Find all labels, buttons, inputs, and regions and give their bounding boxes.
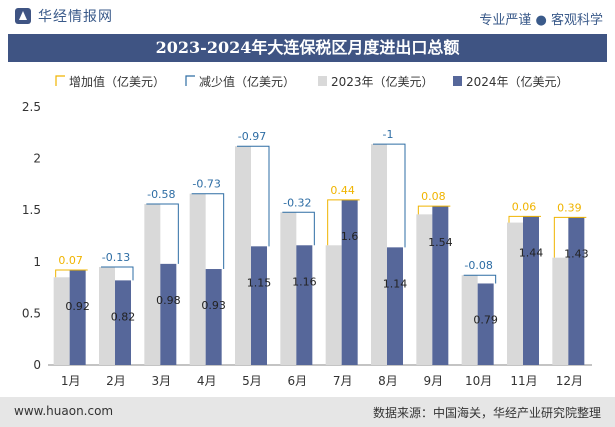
- value-label-2024-12: 1.43: [564, 247, 589, 260]
- x-tick-label-11: 11月: [510, 374, 537, 388]
- bar-2024-7: [341, 199, 358, 365]
- change-bracket-7: [327, 199, 360, 246]
- footer-url[interactable]: www.huaon.com: [14, 404, 114, 418]
- legend-swatch-1: [185, 75, 195, 86]
- bar-2023-5: [235, 146, 251, 365]
- slogan: 专业严谨 ● 客观科学: [479, 13, 603, 28]
- bar-2023-7: [325, 245, 342, 365]
- legend-swatch-2: [318, 76, 327, 86]
- bar-2024-9: [432, 206, 449, 365]
- x-tick-label-4: 4月: [197, 374, 217, 388]
- change-bracket-12: [553, 216, 587, 258]
- value-label-2024-10: 0.79: [473, 313, 498, 326]
- bar-2024-5: [251, 246, 267, 365]
- bar-2023-6: [280, 212, 297, 365]
- y-tick-label-3: 1.5: [22, 203, 41, 217]
- bar-2023-4: [189, 193, 206, 365]
- change-bracket-8: [373, 143, 406, 248]
- top-bar: 华经情报网 专业严谨 ● 客观科学: [0, 0, 615, 34]
- chart: 增加值（亿美元） 减少值（亿美元） 2023年（亿美元） 2024年（亿美元） 0 0.5…: [22, 74, 592, 388]
- change-bracket-11: [508, 215, 541, 223]
- bar-2024-8: [387, 247, 403, 365]
- change-label-3: -0.58: [147, 188, 175, 201]
- change-label-9: 0.08: [421, 190, 446, 203]
- bar-2024-4: [205, 269, 222, 365]
- value-label-2024-9: 1.54: [428, 236, 453, 249]
- brand-name: 华经情报网: [38, 9, 113, 25]
- legend-swatch-0: [55, 75, 65, 86]
- x-tick-label-10: 10月: [465, 374, 492, 388]
- bar-2023-10: [461, 275, 478, 365]
- change-label-5: -0.97: [238, 130, 266, 143]
- legend-label-3: 2024年（亿美元）: [466, 74, 569, 89]
- bar-2023-2: [99, 266, 115, 365]
- value-label-2024-3: 0.98: [156, 294, 181, 307]
- change-bracket-9: [417, 205, 451, 215]
- change-bracket-5: [237, 145, 270, 247]
- change-bracket-2: [101, 266, 134, 281]
- change-label-1: 0.07: [58, 254, 83, 267]
- bar-2023-1: [53, 277, 70, 365]
- change-label-4: -0.73: [192, 178, 220, 191]
- legend-label-2: 2023年（亿美元）: [331, 74, 434, 89]
- bar-2023-12: [552, 257, 569, 365]
- footer-source: 数据来源：中国海关，华经产业研究院整理: [372, 406, 601, 420]
- bar-2024-1: [69, 270, 86, 365]
- value-label-2024-4: 0.93: [201, 299, 226, 312]
- change-label-8: -1: [383, 128, 394, 141]
- bar-2024-6: [296, 245, 313, 365]
- x-tick-label-2: 2月: [106, 374, 126, 388]
- bar-2023-8: [371, 144, 387, 365]
- value-label-2024-11: 1.44: [519, 246, 544, 259]
- value-label-2024-1: 0.92: [65, 300, 90, 313]
- legend-swatch-3: [453, 76, 462, 86]
- value-label-2024-5: 1.15: [247, 276, 272, 289]
- change-bracket-4: [191, 193, 225, 270]
- change-bracket-1: [55, 269, 88, 278]
- x-tick-label-1: 1月: [61, 374, 81, 388]
- bar-2024-3: [160, 263, 177, 365]
- change-label-7: 0.44: [330, 184, 355, 197]
- chart-title: 2023-2024年大连保税区月度进出口总额: [155, 38, 460, 57]
- change-label-2: -0.13: [102, 251, 130, 264]
- legend-label-1: 减少值（亿美元）: [199, 74, 295, 89]
- x-tick-label-6: 6月: [288, 374, 308, 388]
- bar-2023-9: [416, 214, 433, 365]
- change-label-11: 0.06: [512, 200, 537, 213]
- bar-2024-11: [523, 216, 539, 365]
- value-label-2024-7: 1.6: [341, 230, 359, 243]
- y-tick-label-1: 0.5: [22, 306, 41, 320]
- change-label-6: -0.32: [283, 196, 311, 209]
- value-label-2024-8: 1.14: [383, 277, 408, 290]
- y-tick-label-0: 0: [33, 358, 41, 372]
- change-label-12: 0.39: [557, 201, 582, 214]
- bar-2024-12: [568, 217, 585, 365]
- brand-logo-icon: [15, 8, 31, 24]
- change-bracket-10: [463, 274, 497, 284]
- value-label-2024-6: 1.16: [292, 275, 317, 288]
- brand[interactable]: 华经情报网: [14, 6, 113, 26]
- change-bracket-6: [282, 211, 315, 246]
- x-tick-label-7: 7月: [333, 374, 353, 388]
- bar-2023-3: [144, 204, 161, 365]
- legend-label-0: 增加值（亿美元）: [69, 74, 165, 89]
- change-bracket-3: [146, 203, 179, 264]
- bar-2023-11: [507, 222, 523, 365]
- x-tick-label-9: 9月: [424, 374, 444, 388]
- bar-2024-2: [115, 280, 131, 365]
- change-label-10: -0.08: [464, 259, 492, 272]
- x-tick-label-12: 12月: [556, 374, 583, 388]
- title-bar: 2023-2024年大连保税区月度进出口总额: [8, 34, 607, 62]
- bar-2024-10: [477, 283, 494, 365]
- y-tick-label-4: 2: [33, 152, 41, 166]
- y-tick-label-5: 2.5: [22, 100, 41, 114]
- x-tick-label-8: 8月: [378, 374, 398, 388]
- x-tick-label-5: 5月: [242, 374, 262, 388]
- y-tick-label-2: 1: [33, 255, 41, 269]
- x-tick-label-3: 3月: [152, 374, 172, 388]
- footer: www.huaon.com 数据来源：中国海关，华经产业研究院整理: [0, 397, 615, 427]
- value-label-2024-2: 0.82: [111, 310, 136, 323]
